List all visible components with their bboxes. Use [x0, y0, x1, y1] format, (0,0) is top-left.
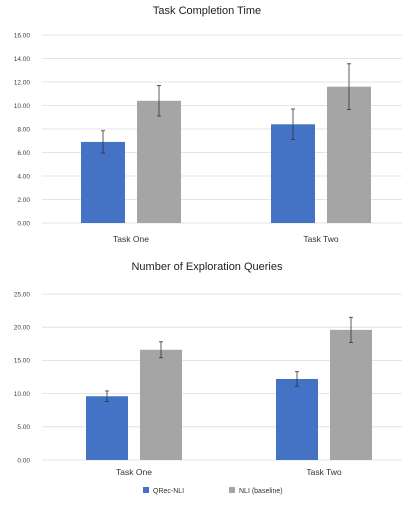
y-tick-label: 15.00 — [14, 358, 31, 365]
x-category-label: Task One — [113, 234, 149, 244]
y-tick-label: 16.00 — [14, 32, 31, 39]
y-tick-label: 5.00 — [17, 424, 30, 431]
y-tick-label: 0.00 — [17, 457, 30, 464]
x-category-label: Task Two — [303, 234, 339, 244]
chart-task-completion-time: Task Completion Time 0.00 2.00 4.00 6.00 8.0… — [14, 5, 402, 244]
chart-title: Number of Exploration Queries — [131, 261, 283, 273]
y-tick-label: 12.00 — [14, 79, 31, 86]
y-tick-label: 14.00 — [14, 56, 31, 63]
bar-qrec-nli — [81, 141, 125, 223]
y-tick-label: 2.00 — [17, 197, 30, 204]
y-tick-label: 10.00 — [14, 391, 31, 398]
bar-nli-baseline — [140, 349, 182, 460]
legend-swatch-qrec-nli — [143, 487, 149, 493]
y-tick-label: 0.00 — [17, 220, 30, 227]
bar-qrec-nli — [86, 396, 128, 460]
y-tick-label: 20.00 — [14, 325, 31, 332]
bar-nli-baseline — [137, 100, 181, 223]
legend: QRec-NLI NLI (baseline) — [143, 487, 283, 495]
y-tick-label: 10.00 — [14, 103, 31, 110]
bar-nli-baseline — [330, 329, 372, 460]
legend-label-qrec-nli: QRec-NLI — [153, 488, 184, 495]
x-category-label: Task Two — [306, 467, 342, 477]
legend-swatch-nli-baseline — [229, 487, 235, 493]
y-tick-label: 4.00 — [17, 173, 30, 180]
y-tick-label: 25.00 — [14, 291, 31, 298]
bar-qrec-nli — [276, 378, 318, 460]
y-tick-label: 6.00 — [17, 150, 30, 157]
chart-title: Task Completion Time — [153, 5, 261, 17]
bar-qrec-nli — [271, 124, 315, 223]
legend-label-nli-baseline: NLI (baseline) — [239, 488, 283, 495]
y-tick-label: 8.00 — [17, 126, 30, 133]
x-category-label: Task One — [116, 467, 152, 477]
chart-exploration-queries: Number of Exploration Queries 0.00 5.00 10… — [14, 261, 402, 477]
